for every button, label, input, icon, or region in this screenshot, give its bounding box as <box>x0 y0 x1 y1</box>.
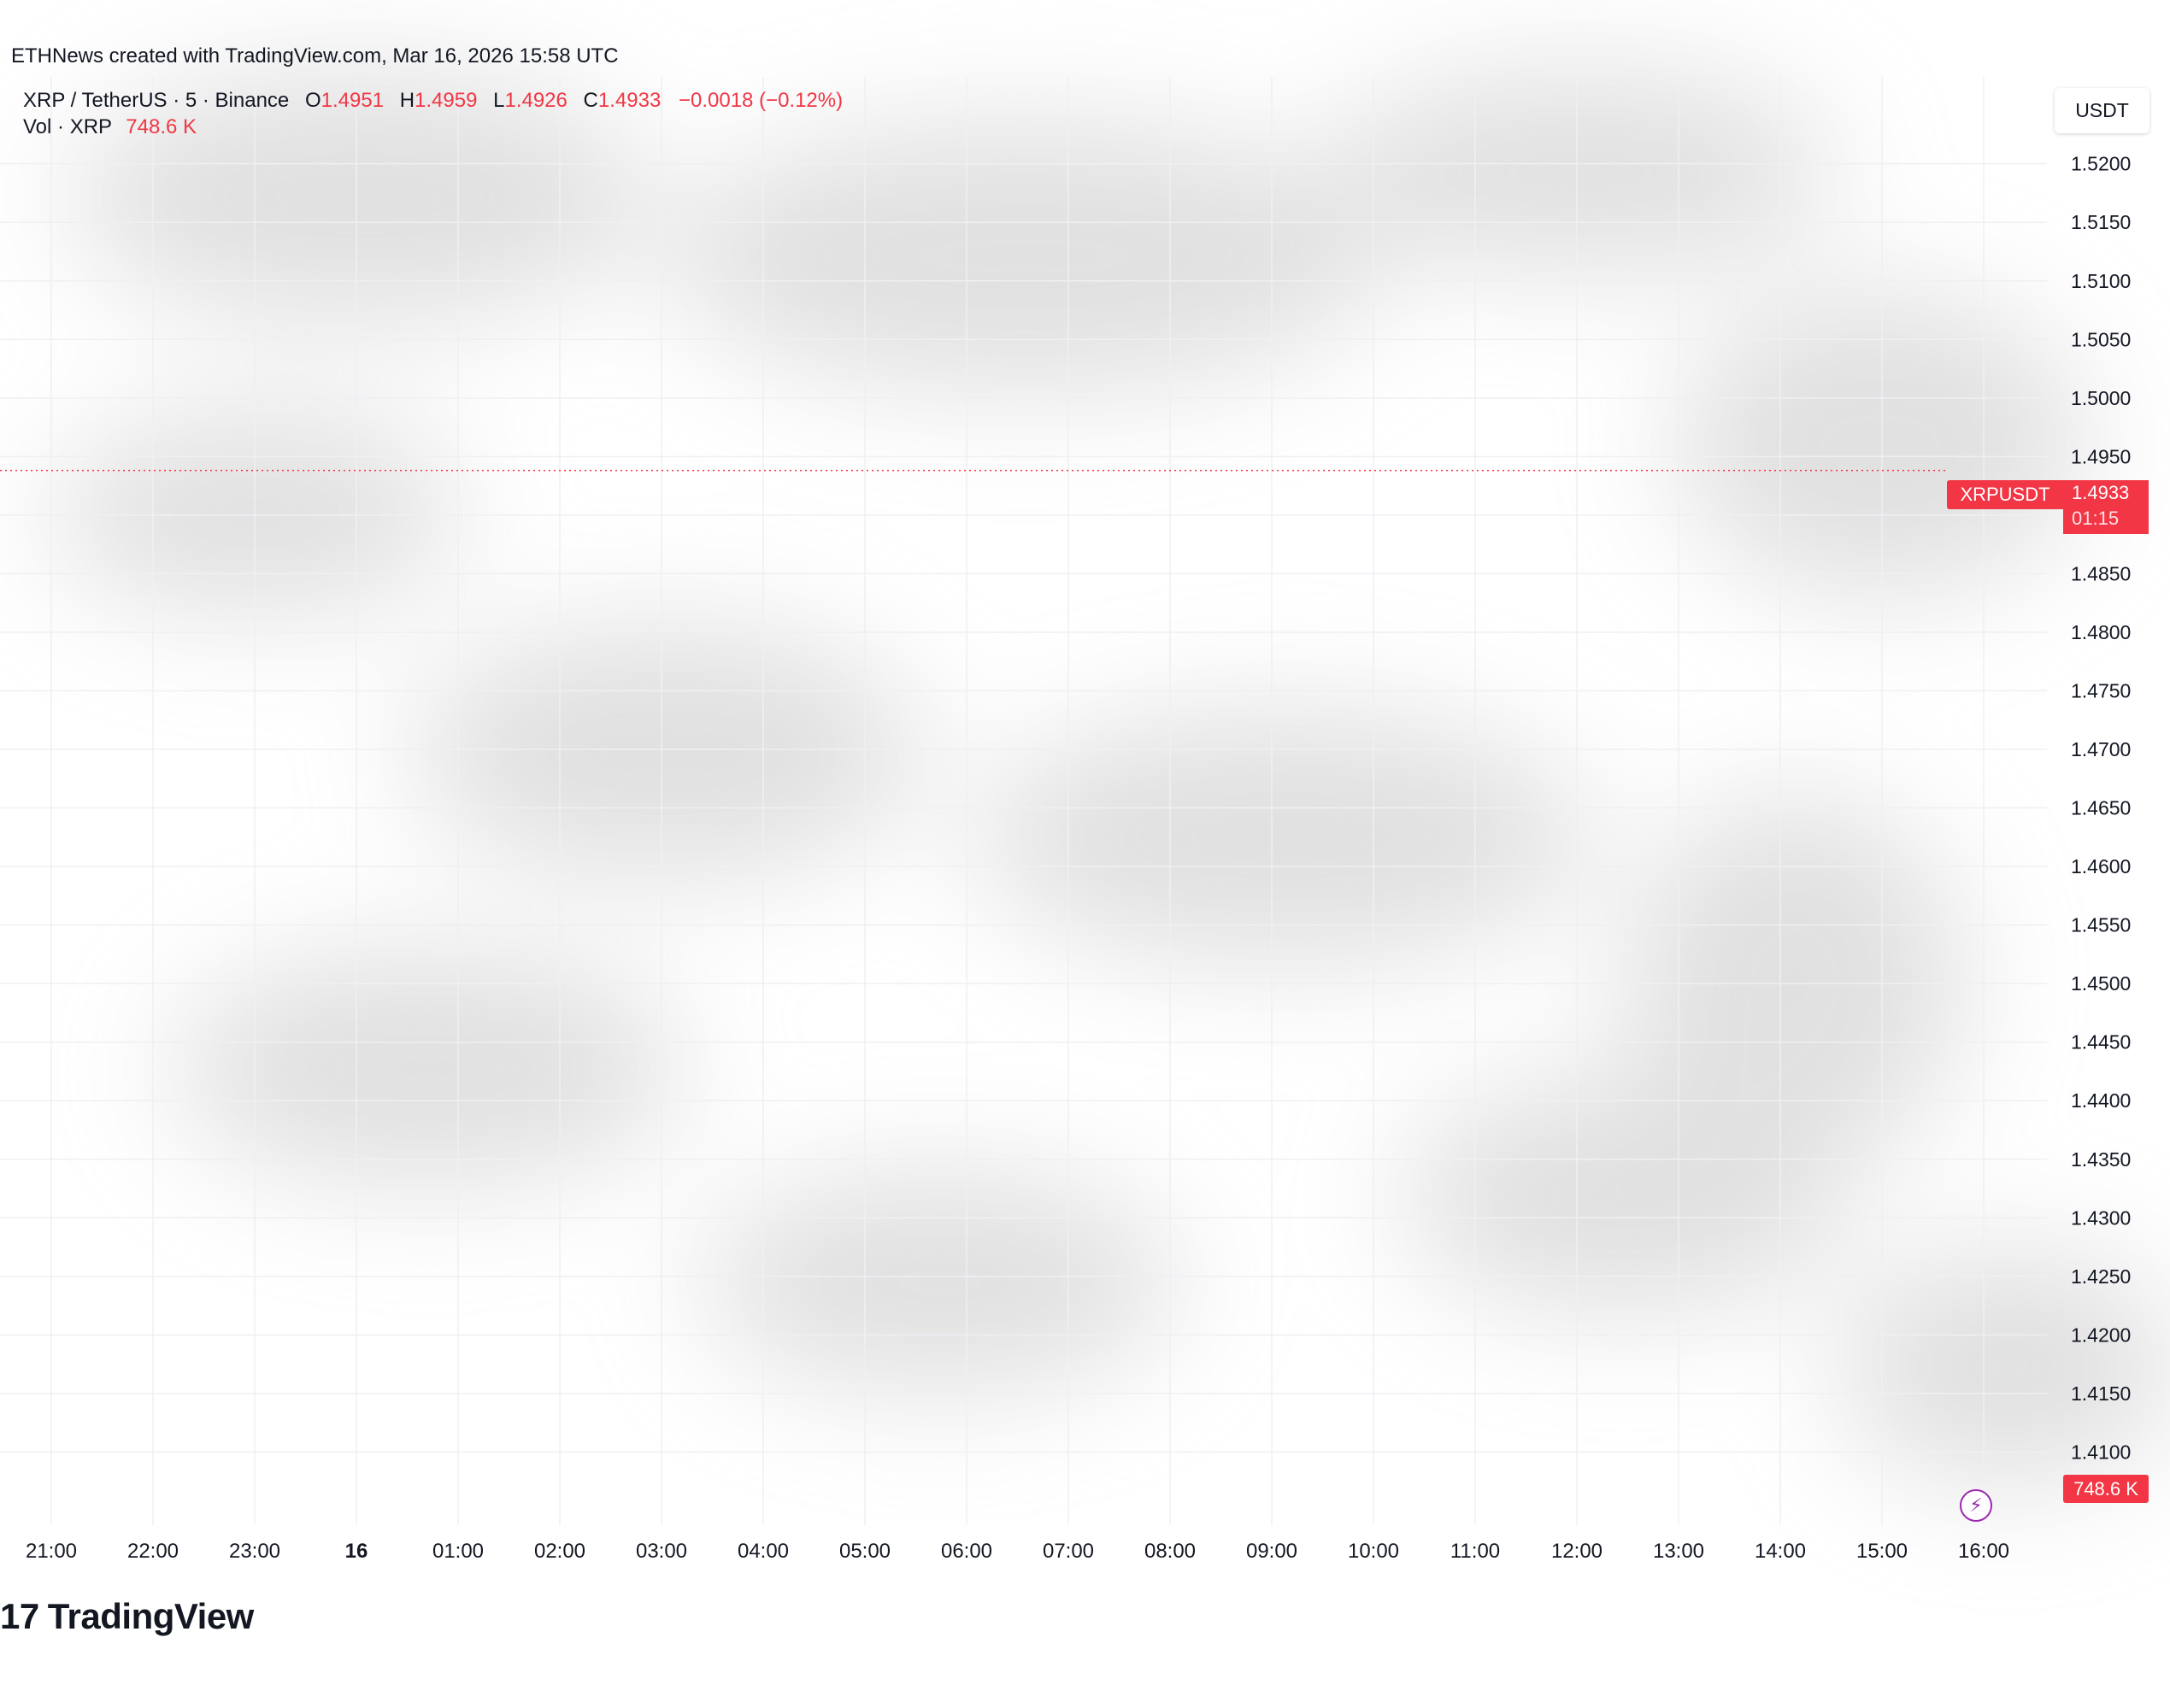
cloud-blob <box>1838 1247 2170 1487</box>
high-value: 1.4959 <box>415 89 478 112</box>
brand-name: TradingView <box>47 1596 255 1636</box>
price-tag-value: 1.4933 01:15 <box>2063 480 2149 534</box>
price-tick-label: 1.4950 <box>2071 445 2131 467</box>
price-tick-label: 1.4700 <box>2071 738 2131 760</box>
low-label: L <box>493 89 505 112</box>
cloud-blob <box>1325 68 1838 273</box>
cloud-blob <box>68 68 650 325</box>
time-tick-label: 09:00 <box>1246 1540 1297 1563</box>
price-axis[interactable]: 1.5200 1.5150 1.5100 1.5050 1.5000 1.4950 1.49… <box>2071 153 2131 1464</box>
background-clouds <box>51 68 2170 1487</box>
price-tick-label: 1.5000 <box>2071 387 2131 409</box>
cloud-blob <box>1624 795 1966 1171</box>
price-tick-label: 1.4800 <box>2071 621 2131 643</box>
cloud-blob <box>51 410 462 615</box>
open-label: O <box>304 89 321 112</box>
time-tick-label: 01:00 <box>432 1540 484 1563</box>
time-tick-label: 02:00 <box>534 1540 585 1563</box>
high-label: H <box>399 89 415 112</box>
time-tick-label: 04:00 <box>738 1540 789 1563</box>
price-tick-label: 1.5150 <box>2071 211 2131 233</box>
time-tick-label: 23:00 <box>229 1540 280 1563</box>
time-tick-label: 11:00 <box>1450 1540 1500 1563</box>
close-value: 1.4933 <box>597 89 662 112</box>
time-tick-label: 10:00 <box>1348 1540 1399 1563</box>
time-tick-label: 03:00 <box>636 1540 687 1563</box>
cloud-blob <box>410 624 923 880</box>
price-tick-label: 1.4500 <box>2071 972 2131 995</box>
symbol-legend: XRP / TetherUS · 5 · Binance O1.4951 H1.… <box>23 89 843 113</box>
price-tick-label: 1.4600 <box>2071 855 2131 877</box>
price-tick-label: 1.4350 <box>2071 1148 2131 1171</box>
lightning-icon[interactable]: ⚡ <box>1960 1489 1992 1522</box>
price-tick-label: 1.5050 <box>2071 328 2131 350</box>
low-value: 1.4926 <box>504 89 567 112</box>
open-value: 1.4951 <box>321 89 385 112</box>
volume-value: 748.6 K <box>126 115 197 138</box>
time-tick-label: 12:00 <box>1551 1540 1603 1563</box>
price-tick-label: 1.4150 <box>2071 1382 2131 1405</box>
price-tag-countdown: 01:15 <box>2072 508 2120 529</box>
change-value: −0.0018 (−0.12%) <box>678 89 844 112</box>
price-tick-label: 1.4300 <box>2071 1206 2131 1229</box>
price-tick-label: 1.4750 <box>2071 679 2131 701</box>
volume-label[interactable]: Vol · XRP <box>23 115 112 138</box>
cloud-blob <box>701 1171 1179 1393</box>
price-tag-price: 1.4933 <box>2072 482 2130 503</box>
tradingview-mark-icon: 17 <box>0 1596 39 1636</box>
cloud-blob <box>1402 1077 1846 1316</box>
volume-tag: 748.6 K <box>2063 1475 2149 1503</box>
price-tick-label: 1.4250 <box>2071 1265 2131 1288</box>
time-tick-label: 21:00 <box>26 1540 77 1563</box>
cloud-blob <box>1675 291 2085 598</box>
price-tick-label: 1.4400 <box>2071 1089 2131 1112</box>
grid-lines <box>0 77 2047 1525</box>
attribution-text: ETHNews created with TradingView.com, Ma… <box>11 44 619 67</box>
time-axis[interactable]: 21:00 22:00 23:00 16 01:00 02:00 03:00 04:00 05:… <box>26 1540 2009 1563</box>
last-price-tag: XRPUSDT 1.4933 01:15 <box>1947 480 2149 534</box>
price-tick-label: 1.4550 <box>2071 914 2131 936</box>
cloud-blob <box>667 120 1385 393</box>
time-tick-label: 06:00 <box>941 1540 992 1563</box>
time-tick-label: 07:00 <box>1043 1540 1094 1563</box>
close-label: C <box>583 89 598 112</box>
price-tick-label: 1.4200 <box>2071 1324 2131 1346</box>
cloud-blob <box>974 709 1590 966</box>
volume-legend: Vol · XRP 748.6 K <box>23 115 197 139</box>
time-tick-label: 05:00 <box>839 1540 891 1563</box>
price-tick-label: 1.4100 <box>2071 1441 2131 1463</box>
tradingview-logo[interactable]: 17 TradingView <box>0 1596 254 1637</box>
price-tick-label: 1.4850 <box>2071 562 2131 584</box>
price-tick-label: 1.4650 <box>2071 797 2131 819</box>
time-tick-label: 22:00 <box>127 1540 179 1563</box>
cloud-blob <box>171 948 684 1188</box>
time-tick-label: 14:00 <box>1755 1540 1806 1563</box>
time-tick-label: 16 <box>345 1540 368 1563</box>
price-tick-label: 1.5200 <box>2071 153 2131 175</box>
price-tick-label: 1.5100 <box>2071 270 2131 292</box>
price-tag-symbol: XRPUSDT <box>1947 480 2063 509</box>
time-tick-label: 15:00 <box>1856 1540 1908 1563</box>
time-tick-label: 16:00 <box>1958 1540 2009 1563</box>
symbol-title[interactable]: XRP / TetherUS · 5 · Binance <box>23 89 290 112</box>
price-tick-label: 1.4450 <box>2071 1031 2131 1054</box>
currency-button[interactable]: USDT <box>2055 88 2149 133</box>
time-tick-label: 13:00 <box>1653 1540 1704 1563</box>
time-tick-label: 08:00 <box>1144 1540 1196 1563</box>
